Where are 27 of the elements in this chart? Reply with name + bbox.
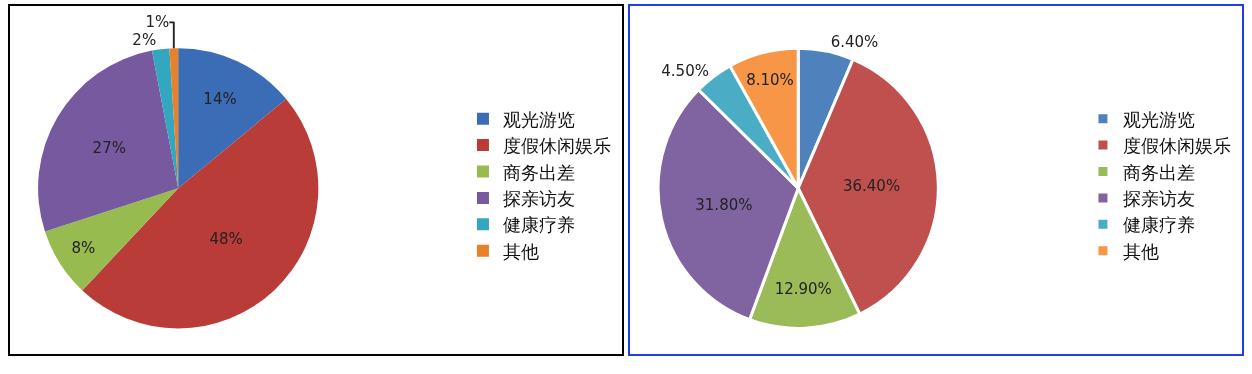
legend-label: 观光游览	[502, 108, 575, 130]
data-label: 12.90%	[774, 279, 832, 298]
legend-label: 商务出差	[502, 161, 575, 183]
legend-label: 探亲访友	[502, 187, 575, 209]
legend-label: 其他	[1122, 240, 1159, 262]
data-label: 31.80%	[695, 195, 753, 214]
legend-label: 健康疗养	[1122, 214, 1195, 236]
legend-label: 度假休闲娱乐	[502, 135, 611, 157]
data-label: 1%	[145, 13, 170, 32]
data-label: 2%	[132, 31, 157, 50]
data-label: 27%	[92, 138, 126, 157]
data-label: 8%	[71, 239, 96, 258]
legend-label: 商务出差	[1122, 161, 1195, 183]
pie-slice	[38, 50, 179, 232]
legend-label: 探亲访友	[1122, 187, 1195, 209]
data-label: 4.50%	[661, 61, 709, 80]
pie-slice	[178, 48, 287, 189]
legend-label: 健康疗养	[502, 214, 575, 236]
legend-label: 观光游览	[1122, 108, 1195, 130]
legend-label: 其他	[502, 240, 539, 262]
data-label: 6.40%	[830, 33, 879, 52]
data-label: 36.40%	[842, 177, 901, 196]
legend-label: 度假休闲娱乐	[1122, 135, 1231, 157]
pie-slice	[44, 188, 179, 291]
data-label: 8.10%	[746, 70, 794, 89]
data-label: 48%	[209, 230, 243, 249]
data-label: 14%	[203, 90, 237, 109]
